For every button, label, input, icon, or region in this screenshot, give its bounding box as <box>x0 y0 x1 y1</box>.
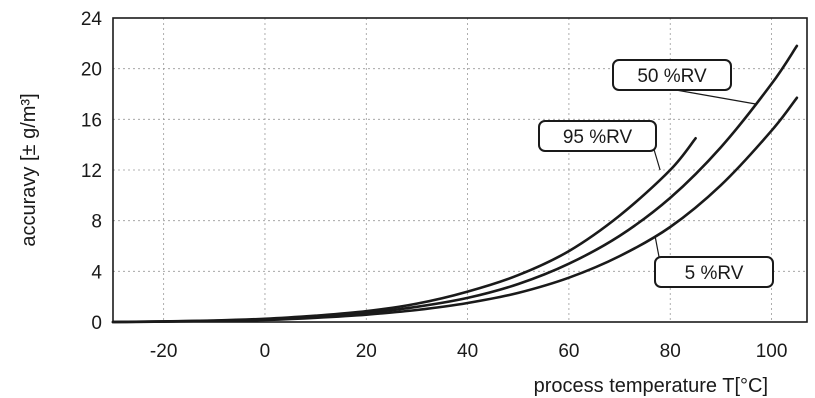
series-line-0 <box>111 137 697 324</box>
y-tick-label: 0 <box>91 313 102 334</box>
grid <box>113 18 807 322</box>
callout-0: 50 %RV <box>612 59 757 105</box>
x-tick-label: -20 <box>150 341 177 362</box>
y-tick-label: 24 <box>81 9 103 30</box>
y-tick-label: 12 <box>81 161 102 182</box>
x-tick-label: 80 <box>660 341 681 362</box>
x-tick-label: 40 <box>457 341 478 362</box>
callout-leader <box>675 89 757 105</box>
callout-label: 95 %RV <box>563 127 633 148</box>
callout-label: 5 %RV <box>685 263 744 284</box>
series-line-2 <box>111 96 799 324</box>
x-tick-label: 100 <box>756 341 788 362</box>
callout-box <box>538 120 657 152</box>
x-axis-title: process temperature T[°C] <box>534 375 768 397</box>
callout-box <box>612 59 732 91</box>
x-tick-label: 20 <box>356 341 377 362</box>
y-axis-ticks: 0 4 8 12 16 20 24 <box>81 9 103 334</box>
callout-box <box>654 256 774 288</box>
callout-label: 50 %RV <box>637 66 707 87</box>
callout-2: 5 %RV <box>654 235 774 288</box>
x-tick-label: 0 <box>260 341 271 362</box>
callouts: 50 %RV 95 %RV 5 %RV <box>538 59 774 288</box>
y-axis-title: accuravy [± g/m³] <box>18 93 40 246</box>
callout-1: 95 %RV <box>538 120 661 171</box>
plot-frame <box>112 17 808 323</box>
y-tick-label: 8 <box>91 212 102 233</box>
y-tick-label: 16 <box>81 110 102 131</box>
x-axis-ticks: -20 0 20 40 60 80 100 <box>150 341 787 362</box>
y-tick-label: 20 <box>81 60 102 81</box>
series-lines <box>111 44 799 324</box>
x-tick-label: 60 <box>558 341 579 362</box>
y-tick-label: 4 <box>91 262 102 283</box>
